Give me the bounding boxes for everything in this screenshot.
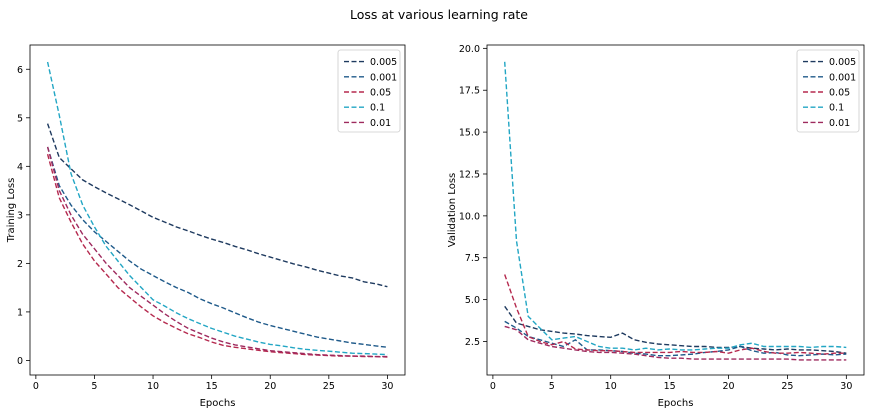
legend-label: 0.1 bbox=[829, 103, 844, 114]
legend-label: 0.001 bbox=[829, 72, 856, 83]
y-tick-label: 5 bbox=[17, 113, 23, 124]
legend-label: 0.05 bbox=[370, 88, 391, 99]
x-tick-label: 10 bbox=[605, 381, 617, 392]
x-tick-label: 15 bbox=[206, 381, 218, 392]
validation-loss-chart: 0 5 10 15 20 25 30 2.5 5.0 7.5 10.0 12.5 15.0 17.5 20.… bbox=[447, 44, 865, 409]
series-line-0_01 bbox=[46, 146, 388, 358]
y-tick-label: 15.0 bbox=[459, 128, 480, 139]
x-tick-label: 30 bbox=[840, 381, 852, 392]
training-x-axis-label: Epochs bbox=[200, 398, 236, 409]
y-tick-label: 17.5 bbox=[459, 86, 480, 97]
series-line-0_005 bbox=[504, 305, 847, 354]
x-tick-label: 5 bbox=[91, 381, 97, 392]
y-tick-label: 10.0 bbox=[459, 211, 480, 222]
x-tick-label: 25 bbox=[323, 381, 335, 392]
x-tick-label: 0 bbox=[33, 381, 39, 392]
x-tick-label: 20 bbox=[722, 381, 734, 392]
training-y-axis-label: Training Loss bbox=[6, 178, 17, 244]
validation-legend: 0.005 0.001 0.05 0.1 0.01 bbox=[796, 49, 860, 133]
legend-frame bbox=[796, 49, 860, 133]
training-plot-frame bbox=[29, 44, 406, 376]
y-tick-label: 20.0 bbox=[459, 44, 480, 55]
x-tick-label: 30 bbox=[381, 381, 393, 392]
series-line-0_05 bbox=[46, 154, 388, 358]
series-line-0_001 bbox=[504, 320, 847, 357]
y-tick-label: 7.5 bbox=[465, 253, 480, 264]
x-tick-label: 20 bbox=[264, 381, 276, 392]
training-loss-chart: 0 5 10 15 20 25 30 0 1 2 3 4 5 6 Epochs Training Loss 0.… bbox=[6, 44, 406, 409]
validation-y-axis-label: Validation Loss bbox=[447, 173, 458, 248]
figure-title: Loss at various learning rate bbox=[350, 7, 528, 22]
x-tick-label: 5 bbox=[549, 381, 555, 392]
series-line-0_01 bbox=[504, 325, 847, 361]
training-legend: 0.005 0.001 0.05 0.1 0.01 bbox=[337, 49, 401, 133]
y-tick-label: 5.0 bbox=[465, 295, 480, 306]
training-series-group bbox=[46, 61, 388, 358]
legend-label: 0.01 bbox=[370, 118, 391, 129]
validation-x-axis-label: Epochs bbox=[658, 398, 694, 409]
series-line-0_005 bbox=[46, 123, 388, 288]
series-line-0_001 bbox=[46, 146, 388, 348]
x-tick-label: 10 bbox=[147, 381, 159, 392]
x-tick-label: 25 bbox=[781, 381, 793, 392]
legend-label: 0.05 bbox=[829, 88, 850, 99]
y-tick-label: 12.5 bbox=[459, 169, 480, 180]
legend-label: 0.005 bbox=[829, 57, 856, 68]
legend-frame bbox=[337, 49, 401, 133]
legend-label: 0.01 bbox=[829, 118, 850, 129]
y-tick-label: 4 bbox=[17, 162, 23, 173]
y-tick-label: 0 bbox=[17, 356, 23, 367]
y-tick-label: 6 bbox=[17, 65, 23, 76]
y-tick-label: 2 bbox=[17, 259, 23, 270]
series-line-0_05 bbox=[504, 274, 847, 355]
validation-plot-frame bbox=[486, 44, 865, 376]
y-tick-label: 3 bbox=[17, 210, 23, 221]
validation-series-group bbox=[504, 61, 847, 361]
legend-label: 0.1 bbox=[370, 103, 385, 114]
series-line-0_1 bbox=[46, 61, 388, 356]
y-tick-label: 1 bbox=[17, 307, 23, 318]
x-tick-label: 15 bbox=[664, 381, 676, 392]
legend-label: 0.005 bbox=[370, 57, 397, 68]
y-tick-label: 2.5 bbox=[465, 337, 480, 348]
series-line-0_1 bbox=[504, 61, 847, 351]
legend-label: 0.001 bbox=[370, 72, 397, 83]
x-tick-label: 0 bbox=[490, 381, 496, 392]
